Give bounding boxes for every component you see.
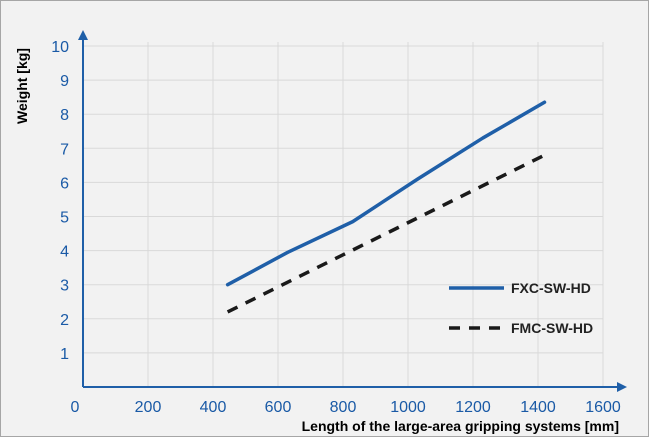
series: [225, 100, 547, 314]
axes: [78, 30, 627, 392]
x-axis-arrow: [617, 382, 627, 392]
x-tick-label: 1600: [585, 399, 621, 416]
x-tick-label: 1200: [455, 399, 491, 416]
y-tick-label: 10: [51, 39, 69, 56]
y-axis-title: Weight [kg]: [14, 48, 30, 124]
y-tick-label: 1: [60, 346, 69, 363]
legend-label: FMC-SW-HD: [511, 320, 593, 336]
x-tick-label: 0: [71, 399, 80, 416]
legend-label: FXC-SW-HD: [511, 280, 591, 296]
x-tick-label: 800: [330, 399, 357, 416]
y-tick-label: 8: [60, 107, 69, 124]
legend: FXC-SW-HD FMC-SW-HD: [449, 280, 593, 336]
y-axis-arrow: [78, 30, 88, 40]
x-tick-label: 1000: [390, 399, 426, 416]
grid: [83, 42, 604, 387]
y-tick-label: 9: [60, 73, 69, 90]
y-tick-label: 3: [60, 278, 69, 295]
x-tick-label: 600: [265, 399, 292, 416]
x-tick-labels: 0 200 400 600 800 1000 1200 1400 1600: [71, 399, 621, 416]
series-line-fxc-sw-hd: [225, 100, 547, 287]
y-tick-label: 7: [60, 141, 69, 158]
y-tick-label: 2: [60, 312, 69, 329]
y-tick-label: 6: [60, 175, 69, 192]
x-axis-title: Length of the large-area gripping system…: [302, 418, 619, 434]
y-tick-labels: 1 2 3 4 5 6 7 8 9 10: [51, 39, 69, 363]
y-tick-label: 5: [60, 210, 69, 227]
y-tick-label: 4: [60, 244, 69, 261]
x-tick-label: 400: [200, 399, 227, 416]
x-tick-label: 1400: [520, 399, 556, 416]
x-tick-label: 200: [135, 399, 162, 416]
